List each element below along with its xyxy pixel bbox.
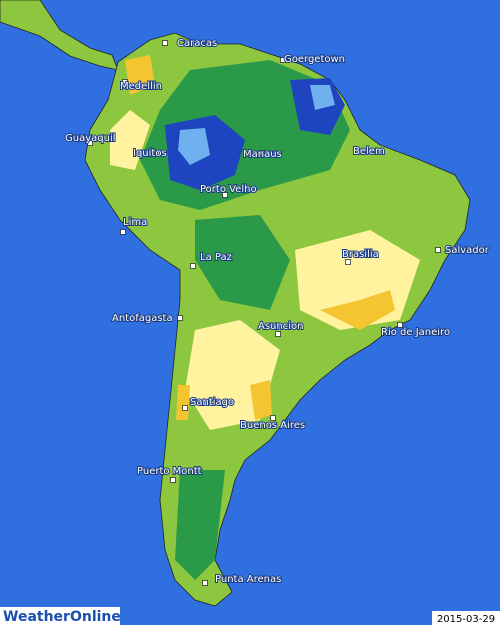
city-marker [87, 140, 93, 146]
city-marker [177, 315, 183, 321]
city-marker [435, 247, 441, 253]
city-marker [275, 331, 281, 337]
city-label: Brasilia [342, 249, 379, 260]
city-label: Porto Velho [200, 184, 257, 195]
city-label: Rio de Janeiro [381, 327, 450, 338]
city-label: Buenos Aires [240, 420, 305, 431]
city-marker [280, 57, 286, 63]
city-marker [162, 40, 168, 46]
city-label: Puerto Montt [137, 466, 202, 477]
city-label: Antofagasta [112, 313, 173, 324]
city-label: Punta Arenas [215, 574, 281, 585]
city-marker [270, 415, 276, 421]
city-marker [345, 259, 351, 265]
city-label: Iquitos [133, 148, 167, 159]
city-marker [122, 79, 128, 85]
logo-box [0, 607, 120, 625]
city-layer: Caracas Goergetown Medellin Guayaquil Iquito… [64, 37, 491, 586]
city-label: Guayaquil [65, 133, 116, 144]
city-marker [190, 263, 196, 269]
city-marker [182, 405, 188, 411]
city-label: Manaus [243, 149, 282, 160]
city-marker [170, 477, 176, 483]
city-marker [397, 322, 403, 328]
logo: WeatherOnline [3, 609, 121, 625]
city-marker [259, 150, 265, 156]
city-label: Caracas [177, 38, 217, 49]
city-marker [355, 149, 361, 155]
city-label: Asuncion [258, 321, 303, 332]
date-box [432, 611, 500, 625]
date: 2015-03-29 [437, 614, 495, 625]
city-marker [202, 580, 208, 586]
city-label: Medellin [120, 81, 162, 92]
city-label: Goergetown [284, 54, 345, 65]
city-label: Salvador [445, 245, 490, 256]
city-marker [154, 150, 160, 156]
city-label: Santiago [190, 397, 234, 408]
city-label: Belem [353, 146, 385, 157]
city-marker [222, 192, 228, 198]
city-marker [120, 229, 126, 235]
city-label: Lima [123, 217, 147, 228]
city-label: La Paz [200, 252, 232, 263]
precipitation-zones [110, 55, 420, 580]
